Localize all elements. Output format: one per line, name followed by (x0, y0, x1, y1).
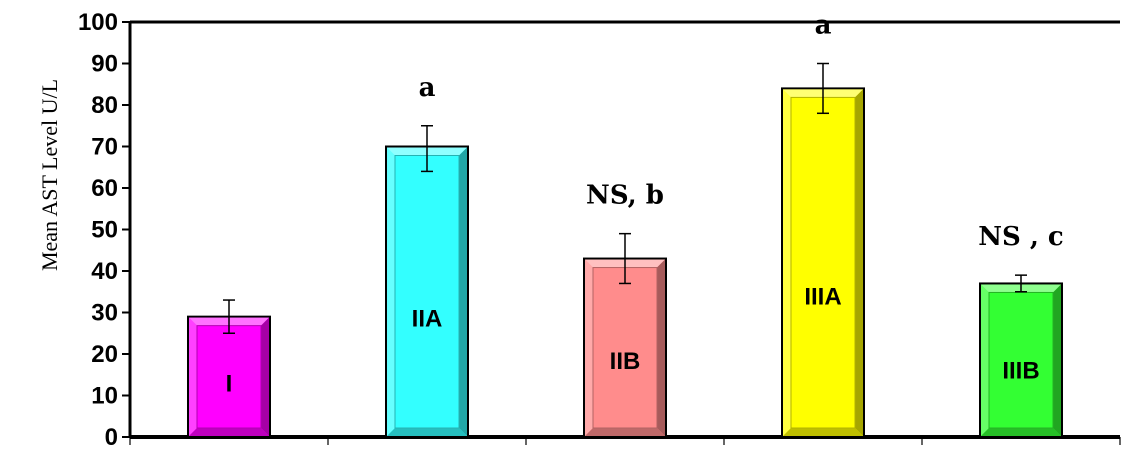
bar-IIIB (979, 282, 1063, 439)
bar-label-IIA: IIA (412, 306, 443, 333)
y-tick-label: 60 (91, 175, 118, 202)
bar-bevel-bottom (783, 428, 863, 436)
error-bar-IIB (619, 232, 631, 285)
bar-bevel-left (189, 317, 197, 436)
bar-bevel-bottom (387, 428, 467, 436)
y-tick-label: 100 (78, 9, 118, 36)
bar-label-IIIB: IIIB (1002, 358, 1039, 385)
y-tick-label: 0 (105, 424, 118, 451)
bar-bevel-left (585, 259, 593, 436)
bar-bevel-right (1053, 284, 1061, 436)
bar-label-IIIA: IIIA (804, 284, 841, 311)
annotation-IIIA: a (815, 11, 832, 41)
bar-bevel-bottom (189, 428, 269, 436)
bar-face (988, 291, 1054, 429)
bar-face (592, 267, 658, 429)
bars (187, 87, 1063, 439)
bar-IIB (583, 257, 667, 438)
bar-face (394, 155, 460, 429)
bar-IIA (385, 145, 469, 438)
bar-I (187, 315, 271, 438)
y-axis-label: Mean AST Level U/L (37, 79, 62, 271)
y-tick-label: 50 (91, 217, 118, 244)
bar-face (196, 325, 262, 429)
bar-label-I: I (226, 370, 233, 397)
error-bar-IIA (421, 125, 433, 173)
bar-bevel-right (261, 317, 269, 436)
error-bars (223, 62, 1027, 334)
annotation-IIB: NS, b (586, 181, 664, 211)
bar-bevel-bottom (585, 428, 665, 436)
y-tick-label: 80 (91, 92, 118, 119)
y-tick-label: 10 (91, 383, 118, 410)
bar-bevel-left (981, 284, 989, 436)
bar-bevel-left (783, 89, 791, 437)
annotation-IIA: a (419, 73, 436, 103)
y-tick-label: 40 (91, 258, 118, 285)
error-bar-IIIA (817, 62, 829, 115)
annotation-IIIB: NS , c (978, 222, 1064, 252)
error-bar-I (223, 299, 235, 334)
bar-bevel-right (855, 89, 863, 437)
error-bar-IIIB (1015, 274, 1027, 293)
bar-bevel-right (657, 259, 665, 436)
y-tick-label: 20 (91, 341, 118, 368)
bar-bevel-right (459, 147, 467, 436)
bar-bevel-bottom (981, 428, 1061, 436)
y-tick-label: 70 (91, 134, 118, 161)
y-axis-ticks: 0 10 20 30 40 50 60 70 80 90 100 (78, 9, 130, 451)
y-tick-label: 30 (91, 300, 118, 327)
y-tick-label: 90 (91, 51, 118, 78)
bar-label-IIB: IIB (610, 348, 641, 375)
annotations: a NS, b a NS , c (419, 11, 1064, 253)
bar-face (790, 96, 856, 429)
bar-bevel-left (387, 147, 395, 436)
bar-IIIA (781, 87, 865, 439)
